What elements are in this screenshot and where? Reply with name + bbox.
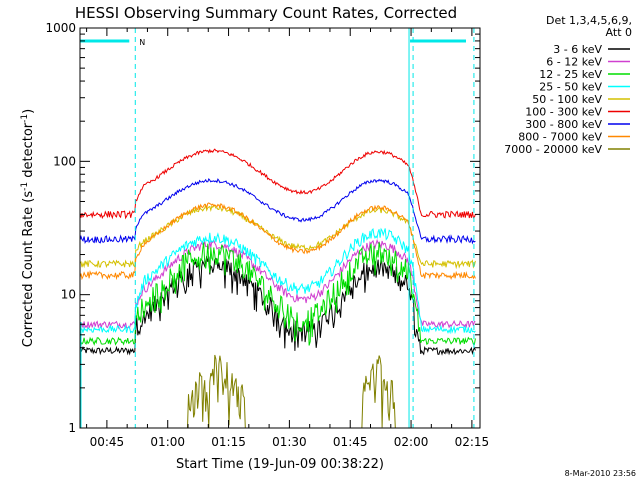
overlay-layer: N	[80, 28, 475, 428]
night-flag-label: N	[139, 38, 145, 47]
legend-entry-5: 100 - 300 keV	[525, 106, 602, 119]
chart-title: HESSI Observing Summary Count Rates, Cor…	[75, 4, 457, 22]
axes-layer: 00:45 01:00 01:15 01:30 01:45 02:00 02:15 1 10 10…	[45, 21, 489, 449]
series-line-8	[80, 354, 476, 429]
plot-frame	[79, 27, 481, 429]
x-tick-label-0: 00:45	[90, 435, 125, 449]
x-tick-label-6: 02:15	[455, 435, 490, 449]
legend-entry-8: 7000 - 20000 keV	[504, 143, 602, 156]
series-line-4	[79, 203, 476, 270]
x-axis-label: Start Time (19-Jun-09 00:38:22)	[176, 457, 384, 472]
legend-entry-4: 50 - 100 keV	[532, 93, 602, 106]
legend-entry-1: 6 - 12 keV	[546, 56, 602, 69]
y-tick-label-3: 1000	[45, 21, 76, 35]
legend-entry-2: 12 - 25 keV	[539, 68, 602, 81]
x-tick-label-3: 01:30	[272, 435, 307, 449]
legend-entry-6: 300 - 800 keV	[525, 118, 602, 131]
y-tick-label-2: 100	[53, 154, 76, 168]
series-layer	[79, 148, 476, 429]
footer-date: 8-Mar-2010 23:56	[565, 469, 636, 478]
legend-entry-0: 3 - 6 keV	[553, 43, 602, 56]
series-line-7	[79, 202, 476, 281]
legend-header-1: Det 1,3,4,5,6,9,	[546, 14, 632, 27]
x-tick-label-1: 01:00	[150, 435, 185, 449]
x-tick-label-5: 02:00	[394, 435, 429, 449]
x-tick-label-2: 01:15	[211, 435, 246, 449]
legend-entry-3: 25 - 50 keV	[539, 81, 602, 94]
y-tick-label-1: 10	[61, 288, 76, 302]
legend-entry-7: 800 - 7000 keV	[518, 131, 602, 144]
y-axis-label: Corrected Count Rate (s-1 detector-1)	[20, 109, 36, 347]
legend-header-2: Att 0	[606, 26, 632, 39]
series-line-0	[79, 255, 476, 356]
series-line-5	[79, 148, 476, 220]
y-tick-label-0: 1	[68, 421, 76, 435]
x-tick-label-4: 01:45	[333, 435, 368, 449]
series-line-6	[79, 178, 476, 245]
